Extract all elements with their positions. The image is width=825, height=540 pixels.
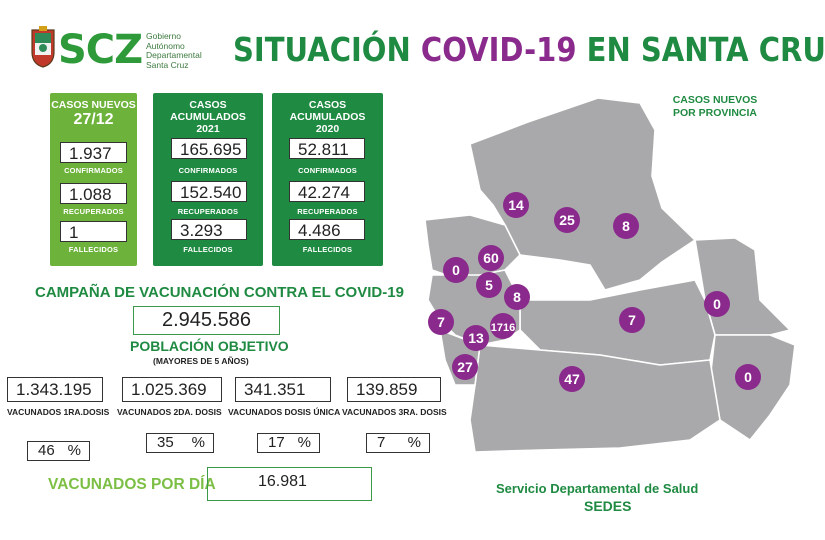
province-case-count: 13 xyxy=(468,330,484,346)
acum2020-recovered-value: 42.274 xyxy=(289,181,365,202)
province-map: 14 25 8 60 0 5 8 7 1716 13 7 0 27 47 0 xyxy=(424,97,796,453)
map-region-north xyxy=(469,97,696,291)
province-marker xyxy=(452,354,478,380)
dose2-percent: 35% xyxy=(146,433,214,453)
acum2021-confirmed-value: 165.695 xyxy=(171,138,247,159)
dose2-value: 1.025.369 xyxy=(122,377,222,402)
province-case-count: 7 xyxy=(437,314,445,330)
logo-wordmark: SCZ xyxy=(58,27,143,73)
dose1-label: VACUNADOS 1RA.DOSIS xyxy=(7,407,110,417)
province-marker xyxy=(428,309,454,335)
coat-of-arms-icon xyxy=(31,26,55,68)
logo-subtitle: Gobierno Autónomo Departamental Santa Cr… xyxy=(146,31,202,70)
daily-deaths-value: 1 xyxy=(60,221,127,242)
dose3-value: 139.859 xyxy=(347,377,441,402)
province-case-count: 0 xyxy=(744,369,752,385)
province-case-count: 0 xyxy=(713,296,721,312)
province-marker xyxy=(619,307,645,333)
province-marker xyxy=(490,313,516,339)
accumulated-2020-panel: CASOS ACUMULADOS 2020 52.811 CONFIRMADOS… xyxy=(272,93,383,266)
vaccinated-per-day-label: VACUNADOS POR DÍA xyxy=(48,476,216,493)
province-marker xyxy=(478,245,504,271)
acum2020-confirmed-value: 52.811 xyxy=(289,138,365,159)
dose3-percent: 7% xyxy=(366,433,430,453)
confirmed-label: CONFIRMADOS xyxy=(64,166,123,175)
accumulated-2021-panel: CASOS ACUMULADOS 2021 165.695 CONFIRMADO… xyxy=(153,93,263,266)
map-region-central xyxy=(519,279,716,366)
footer-agency-name: Servicio Departamental de Salud xyxy=(496,481,699,496)
province-marker xyxy=(704,291,730,317)
vaccinated-per-day-value: 16.981 xyxy=(207,467,372,501)
province-case-count: 8 xyxy=(622,218,630,234)
province-case-count: 1716 xyxy=(491,322,515,334)
province-case-count: 47 xyxy=(564,371,580,387)
deaths-label: FALLECIDOS xyxy=(302,245,353,254)
province-marker xyxy=(443,257,469,283)
province-marker xyxy=(463,325,489,351)
deaths-label: FALLECIDOS xyxy=(183,245,233,254)
province-case-count: 60 xyxy=(483,250,499,266)
vaccination-campaign-title: CAMPAÑA DE VACUNACIÓN CONTRA EL COVID-19 xyxy=(35,284,404,301)
recovered-label: RECUPERADOS xyxy=(177,207,239,216)
confirmed-label: CONFIRMADOS xyxy=(178,166,238,175)
province-marker xyxy=(559,366,585,392)
daily-recovered-value: 1.088 xyxy=(60,183,127,204)
dose3-label: VACUNADOS 3RA. DOSIS xyxy=(342,407,447,417)
dose-single-percent: 17% xyxy=(257,433,320,453)
target-population-sublabel: (MAYORES DE 5 AÑOS) xyxy=(153,356,249,366)
acum2020-deaths-value: 4.486 xyxy=(289,219,365,240)
map-region-south xyxy=(469,344,721,453)
province-case-count: 5 xyxy=(485,277,493,293)
province-case-count: 0 xyxy=(452,262,460,278)
province-marker xyxy=(476,272,502,298)
map-title: CASOS NUEVOS POR PROVINCIA xyxy=(672,94,758,119)
target-population-value: 2.945.586 xyxy=(133,306,280,335)
province-marker xyxy=(735,364,761,390)
confirmed-label: CONFIRMADOS xyxy=(298,166,357,175)
dose2-label: VACUNADOS 2DA. DOSIS xyxy=(117,407,222,417)
province-case-count: 7 xyxy=(628,312,636,328)
dose1-value: 1.343.195 xyxy=(7,377,103,402)
panel-heading: CASOS ACUMULADOS 2021 xyxy=(170,99,246,135)
dose-single-label: VACUNADOS DOSIS ÚNICA xyxy=(228,407,341,417)
footer-agency-acronym: SEDES xyxy=(584,498,632,514)
province-case-count: 25 xyxy=(559,212,575,228)
dose-single-value: 341.351 xyxy=(235,377,331,402)
province-case-count: 8 xyxy=(513,289,521,305)
dose1-percent: 46% xyxy=(27,441,90,461)
province-marker xyxy=(504,284,530,310)
province-marker xyxy=(503,192,529,218)
panel-heading: CASOS NUEVOS 27/12 xyxy=(51,99,136,128)
page-title: SITUACIÓN COVID-19 EN SANTA CRUZ xyxy=(233,30,825,69)
daily-confirmed-value: 1.937 xyxy=(60,142,127,163)
acum2021-recovered-value: 152.540 xyxy=(171,181,247,202)
recovered-label: RECUPERADOS xyxy=(297,207,358,216)
province-marker xyxy=(554,207,580,233)
panel-heading: CASOS ACUMULADOS 2020 xyxy=(289,99,366,135)
province-case-count: 27 xyxy=(457,359,473,375)
recovered-label: RECUPERADOS xyxy=(63,207,124,216)
acum2021-deaths-value: 3.293 xyxy=(171,219,247,240)
target-population-label: POBLACIÓN OBJETIVO xyxy=(130,338,289,354)
daily-cases-panel: CASOS NUEVOS 27/12 1.937 CONFIRMADOS 1.0… xyxy=(50,93,137,266)
province-marker xyxy=(613,213,639,239)
deaths-label: FALLECIDOS xyxy=(68,245,119,254)
province-case-count: 14 xyxy=(508,197,524,213)
